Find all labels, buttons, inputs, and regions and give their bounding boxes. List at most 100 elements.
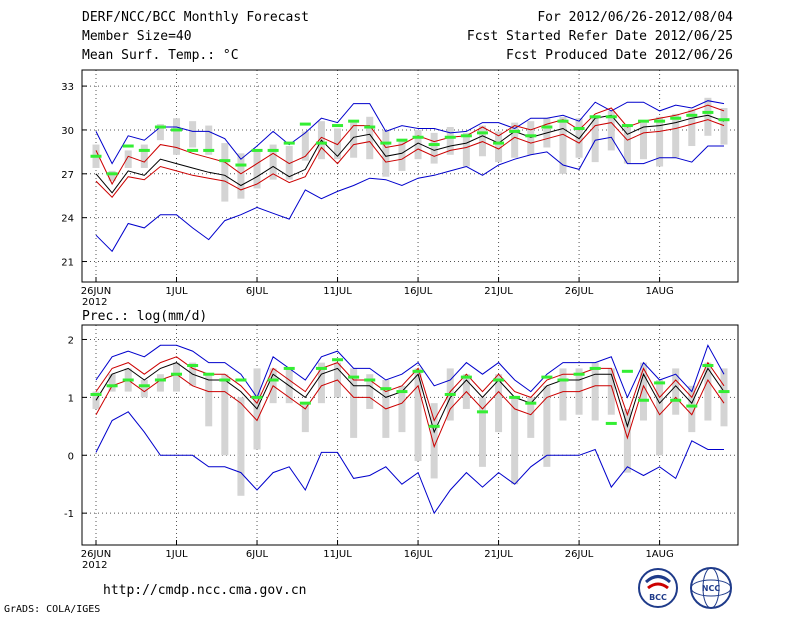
temperature-xtick-label: 21JUL: [484, 286, 513, 297]
precipitation-year-label: 2012: [82, 560, 107, 571]
temperature-forecast-marker: [670, 116, 682, 120]
precipitation-ytick-label: 2: [68, 335, 74, 346]
precipitation-forecast-marker: [138, 384, 150, 388]
precipitation-forecast-marker: [396, 390, 408, 394]
precipitation-spread-box: [720, 368, 728, 427]
temperature-spread-box: [559, 116, 567, 174]
temperature-ytick-label: 21: [61, 258, 74, 269]
precipitation-forecast-marker: [428, 424, 440, 428]
temperature-forecast-marker: [573, 126, 585, 130]
temperature-spread-box: [108, 170, 116, 182]
temperature-spread-box: [253, 150, 261, 189]
precipitation-spread-box: [221, 374, 229, 456]
temperature-spread-box: [639, 122, 647, 160]
precipitation-spread-box: [398, 385, 406, 433]
precipitation-forecast-marker: [283, 366, 295, 370]
precipitation-forecast-marker: [203, 372, 215, 376]
temperature-forecast-marker: [219, 159, 231, 163]
member-size-label: Member Size=40: [82, 29, 192, 44]
precipitation-xtick-label: 1AUG: [645, 549, 673, 560]
temperature-spread-box: [366, 116, 374, 160]
bcc-logo-text: BCC: [649, 593, 667, 602]
precipitation-forecast-marker: [637, 398, 649, 402]
source-url[interactable]: http://cmdp.ncc.cma.gov.cn: [103, 583, 307, 598]
precipitation-spread-box: [366, 374, 374, 409]
top-panel-variable-label: Mean Surf. Temp.: °C: [82, 48, 239, 63]
temperature-max-line: [95, 100, 725, 165]
temperature-forecast-marker: [637, 119, 649, 123]
precipitation-spread-box: [108, 374, 116, 392]
temperature-spread-box: [495, 131, 503, 163]
temperature-spread-box: [656, 116, 664, 167]
precipitation-forecast-marker: [187, 364, 199, 368]
precipitation-forecast-marker: [589, 366, 601, 370]
temperature-forecast-marker: [621, 124, 633, 128]
precipitation-forecast-marker: [541, 375, 553, 379]
chart-title: DERF/NCC/BCC Monthly Forecast: [82, 10, 309, 25]
temperature-ytick-label: 27: [61, 170, 74, 181]
precipitation-forecast-marker: [702, 364, 714, 368]
precipitation-spread-box: [237, 397, 245, 496]
temperature-forecast-marker: [444, 135, 456, 139]
precipitation-forecast-marker: [154, 378, 166, 382]
precipitation-forecast-marker: [444, 392, 456, 396]
temperature-spread-box: [623, 125, 631, 164]
temperature-spread-box: [173, 118, 181, 155]
precipitation-spread-box: [591, 362, 599, 421]
precipitation-forecast-marker: [380, 387, 392, 391]
precipitation-forecast-marker: [493, 378, 505, 382]
temperature-forecast-marker: [557, 119, 569, 123]
temperature-spread-box: [285, 146, 293, 180]
precipitation-spread-box: [301, 403, 309, 433]
precipitation-xtick-label: 6JUL: [246, 549, 269, 560]
precipitation-spread-box: [205, 374, 213, 427]
temperature-frame: [81, 69, 739, 283]
precipitation-mean-line: [95, 362, 725, 434]
precipitation-spread-box: [173, 362, 181, 392]
forecast-produced-label: Fcst Produced Date 2012/06/26: [506, 48, 733, 63]
precipitation-forecast-marker: [364, 378, 376, 382]
temperature-spread-box: [607, 110, 615, 151]
temperature-forecast-marker: [106, 172, 118, 176]
temperature-ytick-label: 33: [61, 82, 74, 93]
temperature-forecast-marker: [702, 110, 714, 114]
precipitation-forecast-marker: [235, 378, 247, 382]
precipitation-ytick-label: 0: [68, 451, 74, 462]
precipitation-forecast-marker: [122, 378, 134, 382]
temperature-spread-box: [688, 109, 696, 147]
temperature-forecast-marker: [605, 115, 617, 119]
bcc-logo: BCC: [638, 568, 678, 608]
temperature-spread-box: [672, 113, 680, 158]
precipitation-xtick-label: 11JUL: [323, 549, 352, 560]
precipitation-forecast-marker: [686, 404, 698, 408]
temperature-year-label: 2012: [82, 297, 107, 308]
precipitation-forecast-marker: [621, 369, 633, 373]
temperature-forecast-marker: [380, 141, 392, 145]
temperature-ytick-label: 24: [61, 214, 74, 225]
agency-logos: BCC NCC: [638, 567, 732, 609]
precipitation-spread-box: [688, 385, 696, 433]
precipitation-spread-box: [140, 380, 148, 398]
precipitation-forecast-marker: [106, 384, 118, 388]
precipitation-upper-line: [95, 356, 725, 422]
temperature-spread-box: [446, 127, 454, 155]
precipitation-ytick-label: 1: [68, 393, 74, 404]
temperature-spread-box: [704, 97, 712, 136]
precipitation-xtick-label: 1JUL: [165, 549, 188, 560]
temperature-spread-box: [591, 115, 599, 163]
grads-credit: GrADS: COLA/IGES: [4, 604, 101, 615]
temperature-forecast-marker: [315, 141, 327, 145]
ncc-logo-text: NCC: [702, 584, 721, 593]
temperature-forecast-marker: [412, 135, 424, 139]
temperature-spread-box: [124, 150, 132, 168]
forecast-period-label: For 2012/06/26-2012/08/04: [537, 10, 733, 25]
precipitation-forecast-marker: [412, 369, 424, 373]
precipitation-forecast-marker: [605, 421, 617, 425]
temperature-forecast-marker: [154, 125, 166, 129]
temperature-spread-box: [221, 143, 229, 202]
temperature-xtick-label: 6JUL: [246, 286, 269, 297]
temperature-forecast-marker: [348, 119, 360, 123]
precipitation-forecast-marker: [460, 375, 472, 379]
temperature-xtick-label: 26JUN: [81, 286, 111, 297]
